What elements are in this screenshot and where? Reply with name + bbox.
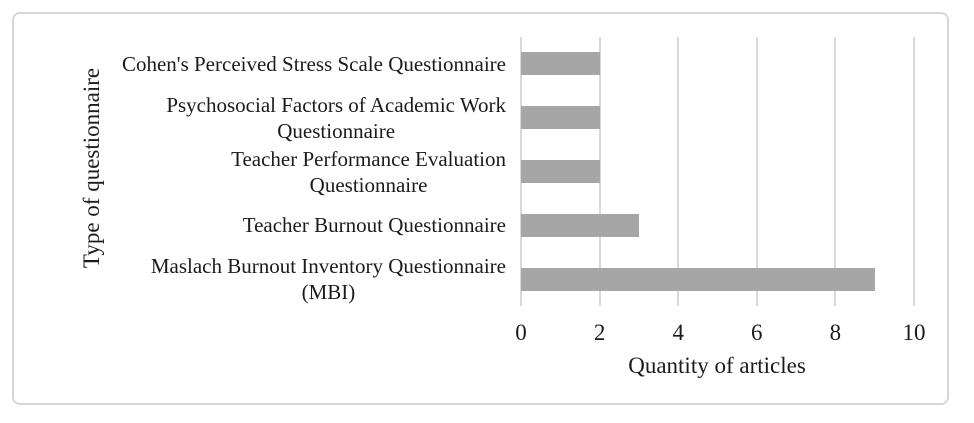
category-label-2: Psychosocial Factors of Academic Work Que…	[166, 92, 506, 143]
gridline-x-8	[834, 37, 837, 306]
gridline-x-4	[677, 37, 680, 306]
x-tick-label-2: 2	[593, 320, 606, 345]
category-label-1: Cohen's Perceived Stress Scale Questionn…	[121, 51, 506, 76]
x-tick-label-0: 0	[515, 320, 527, 345]
x-tick-label-10: 10	[902, 320, 926, 345]
bar-3	[521, 160, 600, 183]
y-axis-title: Type of questionnaire	[79, 67, 104, 269]
category-label-3: Teacher Performance Evaluation Questionna…	[231, 146, 506, 197]
category-label-4: Teacher Burnout Questionnaire	[242, 213, 506, 238]
x-tick-label-8: 8	[829, 320, 842, 345]
chart-card-border	[12, 12, 949, 405]
bar-5	[521, 267, 875, 291]
bar-2	[521, 106, 600, 130]
gridline-x-6	[755, 37, 758, 306]
bar-1	[521, 52, 600, 76]
gridline-x-10	[913, 37, 915, 306]
bar-4	[521, 213, 639, 237]
x-tick-label-6: 6	[751, 320, 763, 345]
gridline-x-2	[598, 37, 601, 306]
category-label-5: Maslach Burnout Inventory Questionnaire(…	[150, 254, 506, 305]
x-axis-title: Quantity of articles	[628, 353, 806, 378]
x-tick-label-4: 4	[672, 320, 684, 345]
plot-area	[520, 37, 915, 306]
